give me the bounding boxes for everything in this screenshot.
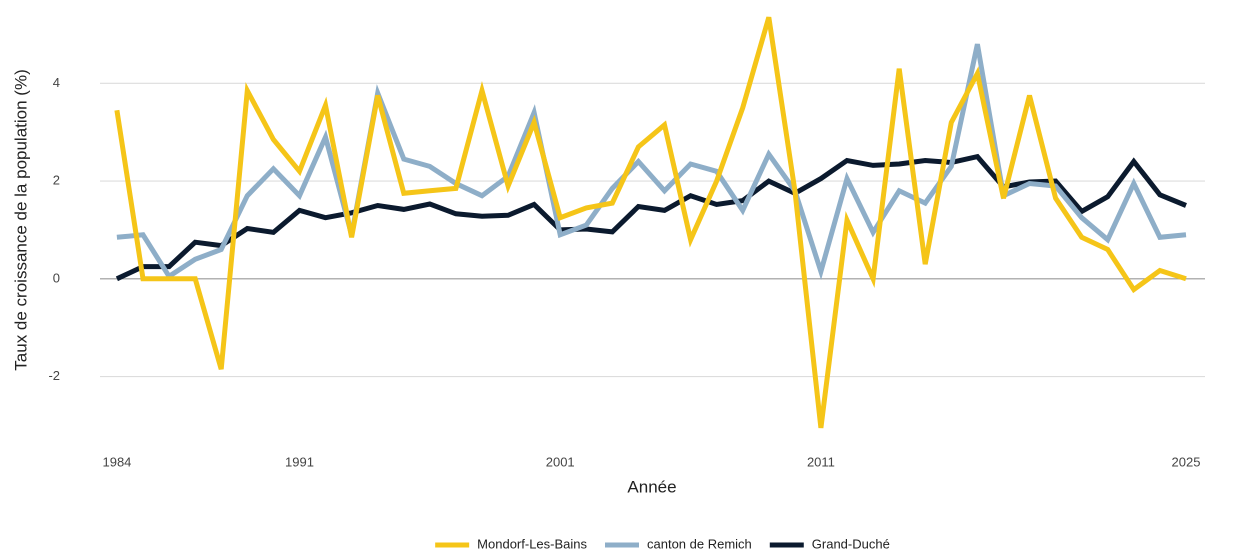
series-line [114, 16, 1187, 429]
legend-label: canton de Remich [647, 536, 752, 551]
x-axis-title: Année [627, 477, 676, 496]
x-tick-label: 2011 [807, 454, 835, 469]
x-tick-label: 1984 [102, 454, 131, 469]
y-tick-label: 0 [53, 270, 60, 285]
y-tick-label: -2 [48, 368, 60, 383]
y-axis-title: Taux de croissance de la population (%) [11, 69, 30, 370]
y-tick-label: 2 [53, 173, 60, 188]
x-tick-label: 1991 [285, 454, 314, 469]
legend-label: Grand-Duché [812, 536, 890, 551]
x-tick-label: 2025 [1172, 454, 1201, 469]
y-tick-label: 4 [53, 75, 60, 90]
series-line [116, 43, 1187, 281]
x-tick-label: 2001 [546, 454, 575, 469]
legend-label: Mondorf-Les-Bains [477, 536, 587, 551]
